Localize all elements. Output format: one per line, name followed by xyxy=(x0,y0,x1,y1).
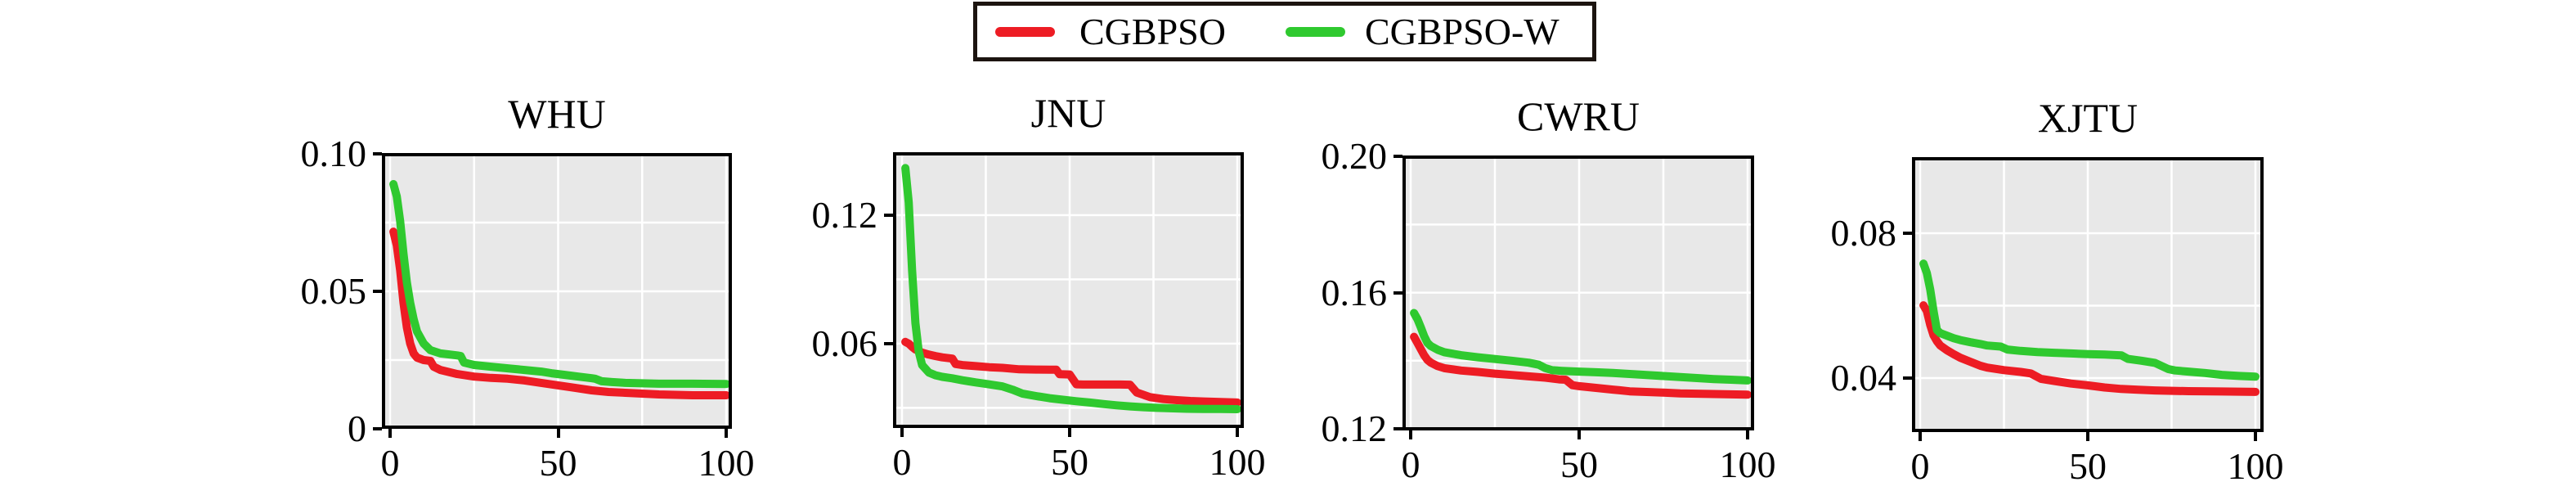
series-line-cgbpso-w xyxy=(389,180,729,389)
x-tick xyxy=(2253,432,2257,441)
y-tick xyxy=(1393,426,1402,430)
y-tick-label: 0 xyxy=(348,408,366,449)
y-tick xyxy=(373,427,382,430)
series-line-cgbpso xyxy=(389,227,729,399)
x-tick-label: 0 xyxy=(380,442,400,484)
x-tick-label: 50 xyxy=(539,442,577,484)
legend: CGBPSO CGBPSO-W xyxy=(973,2,1596,61)
x-tick-label: 100 xyxy=(2227,445,2284,487)
x-tick-label: 0 xyxy=(892,441,912,483)
x-tick xyxy=(725,429,728,438)
x-tick xyxy=(1409,430,1412,439)
x-tick xyxy=(1746,430,1749,439)
x-tick xyxy=(556,429,560,438)
series-line-cgbpso xyxy=(901,337,1241,407)
x-tick-label: 100 xyxy=(1209,441,1266,483)
chart-title-jnu: JNU xyxy=(1030,90,1106,136)
y-tick-label: 0.20 xyxy=(1321,135,1388,178)
y-tick-label: 0.06 xyxy=(811,322,878,364)
x-tick xyxy=(1919,432,1922,441)
y-tick xyxy=(1903,231,1912,235)
x-tick xyxy=(1236,428,1239,437)
series-line-cgbpso-w xyxy=(1410,309,1751,385)
x-tick-label: 50 xyxy=(1050,441,1088,483)
series-line-cgbpso xyxy=(1410,332,1751,399)
y-tick-label: 0.04 xyxy=(1830,357,1897,399)
series-line-cgbpso xyxy=(1919,301,2260,396)
y-tick-label: 0.05 xyxy=(300,270,367,312)
plot-whu xyxy=(385,156,729,426)
x-tick-label: 100 xyxy=(1719,444,1776,485)
y-tick xyxy=(1903,376,1912,381)
chart-title-xjtu: XJTU xyxy=(2037,95,2138,141)
legend-label-cgbpso: CGBPSO xyxy=(1079,10,1226,52)
y-tick-label: 0.16 xyxy=(1321,271,1388,313)
plot-jnu xyxy=(896,155,1241,425)
x-tick xyxy=(2086,432,2089,441)
plot-cwru xyxy=(1406,159,1751,427)
chart-title-cwru: CWRU xyxy=(1517,93,1640,139)
y-tick xyxy=(884,213,893,217)
plot-xjtu xyxy=(1915,160,2260,429)
y-tick-label: 0.08 xyxy=(1830,211,1897,254)
cgbpso-w-line-swatch xyxy=(1285,26,1345,37)
legend-item-cgbpso-w: CGBPSO-W xyxy=(1285,10,1560,52)
legend-label-cgbpso-w: CGBPSO-W xyxy=(1364,10,1560,52)
y-tick xyxy=(373,290,382,293)
x-tick-label: 50 xyxy=(2069,445,2107,487)
y-tick-label: 0.10 xyxy=(300,133,367,174)
series-line-cgbpso-w xyxy=(901,164,1241,413)
series-line-cgbpso-w xyxy=(1919,259,2260,381)
x-tick-label: 0 xyxy=(1401,444,1420,485)
x-tick xyxy=(900,428,904,437)
y-tick xyxy=(373,152,382,155)
y-tick xyxy=(884,341,893,345)
x-tick-label: 0 xyxy=(1910,445,1930,487)
cgbpso-line-swatch xyxy=(995,26,1055,37)
y-tick-label: 0.12 xyxy=(1321,407,1388,449)
x-tick xyxy=(1067,428,1071,437)
chart-title-whu: WHU xyxy=(508,91,606,137)
y-tick xyxy=(1393,155,1402,159)
legend-item-cgbpso: CGBPSO xyxy=(995,10,1226,52)
x-tick xyxy=(388,429,392,438)
x-tick-label: 50 xyxy=(1560,444,1598,485)
y-tick xyxy=(1393,291,1402,295)
y-tick-label: 0.12 xyxy=(811,193,878,236)
x-tick xyxy=(1577,430,1581,439)
x-tick-label: 100 xyxy=(698,442,755,484)
